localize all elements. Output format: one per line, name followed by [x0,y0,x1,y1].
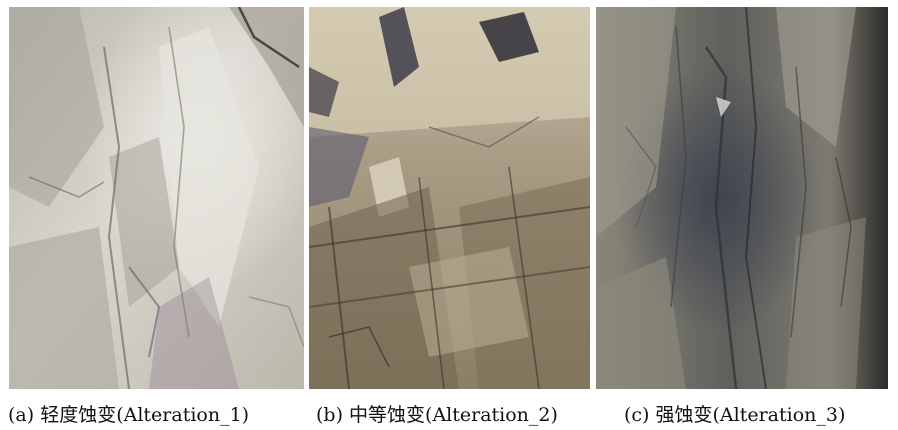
light-alteration-rock-photo [9,7,304,389]
caption-strong-alteration: (c) 强蚀变(Alteration_3) [624,404,846,426]
rock-photo-light-alteration [9,7,304,389]
caption-light-alteration: (a) 轻度蚀变(Alteration_1) [8,404,250,426]
strong-alteration-rock-photo [596,7,888,389]
rock-photo-strong-alteration [596,7,888,389]
caption-moderate-alteration: (b) 中等蚀变(Alteration_2) [316,404,558,426]
rock-photo-moderate-alteration [309,7,590,389]
moderate-alteration-rock-photo [309,7,590,389]
